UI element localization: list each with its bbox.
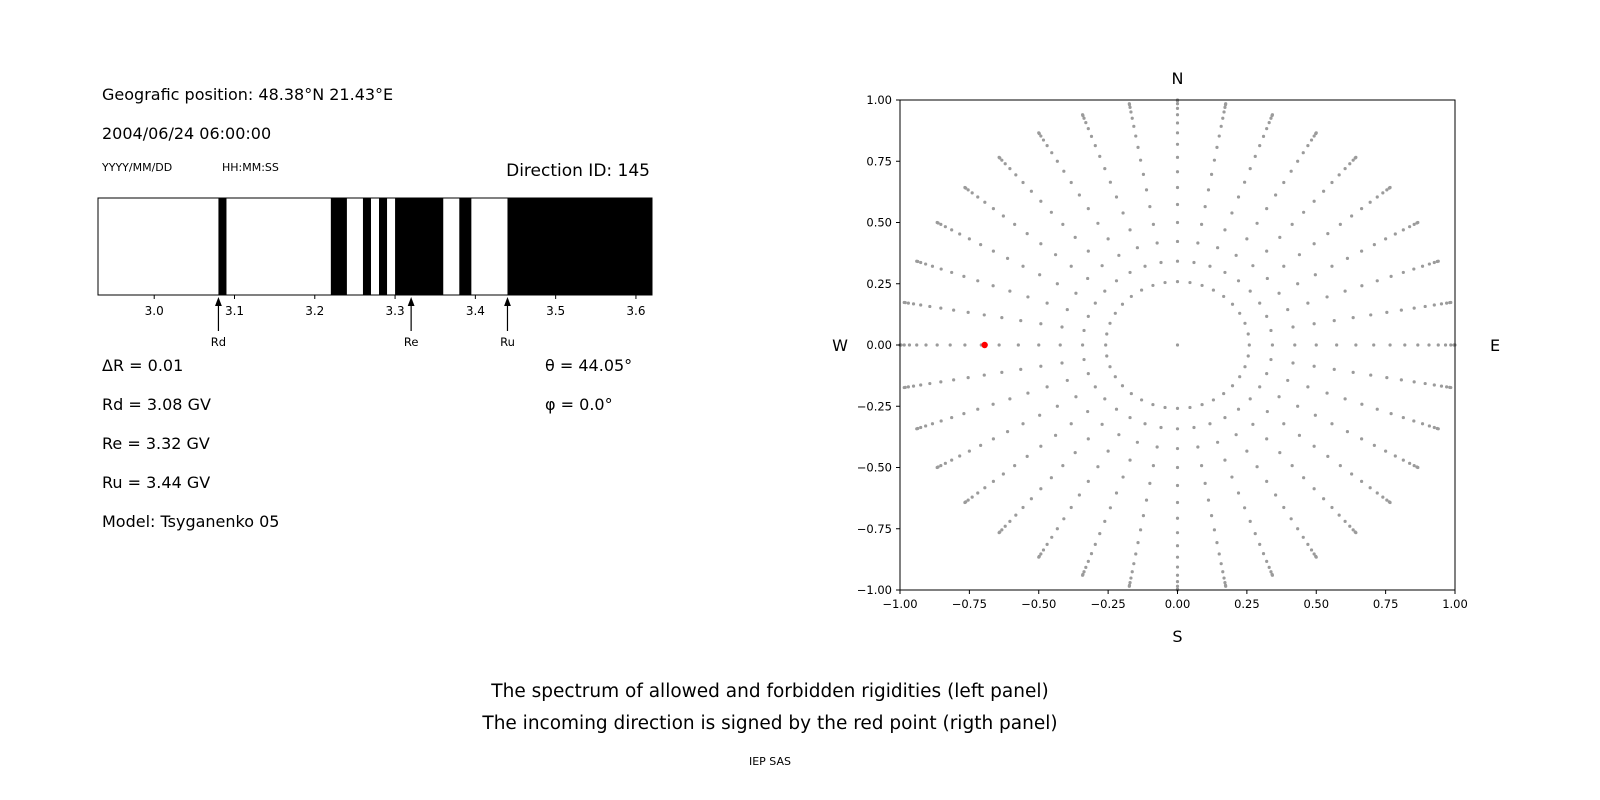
svg-text:3.5: 3.5 — [546, 304, 565, 318]
date-format-label: YYYY/MM/DD — [102, 161, 173, 174]
rd-value: Rd = 3.08 GV — [102, 395, 211, 414]
svg-text:−0.50: −0.50 — [1021, 597, 1056, 611]
svg-text:W: W — [832, 336, 848, 355]
svg-text:0.75: 0.75 — [866, 154, 892, 168]
svg-text:0.00: 0.00 — [1165, 597, 1191, 611]
svg-text:3.2: 3.2 — [305, 304, 324, 318]
svg-text:−0.25: −0.25 — [857, 399, 892, 413]
theta-value: θ = 44.05° — [545, 356, 633, 375]
svg-text:Ru: Ru — [500, 335, 515, 349]
svg-text:0.00: 0.00 — [866, 338, 892, 352]
svg-text:S: S — [1172, 627, 1182, 646]
svg-text:−0.75: −0.75 — [857, 522, 892, 536]
time-format-label: HH:MM:SS — [222, 161, 279, 174]
svg-text:−0.50: −0.50 — [857, 461, 892, 475]
phi-value: φ = 0.0° — [545, 395, 613, 414]
direction-id-label: Direction ID: 145 — [506, 161, 650, 181]
caption-line-2: The incoming direction is signed by the … — [482, 713, 1058, 734]
svg-text:3.1: 3.1 — [225, 304, 244, 318]
model-label: Model: Tsyganenko 05 — [102, 512, 280, 531]
delta-r-value: ΔR = 0.01 — [102, 356, 184, 375]
svg-text:−0.75: −0.75 — [952, 597, 987, 611]
svg-text:E: E — [1490, 336, 1500, 355]
svg-text:Re: Re — [404, 335, 419, 349]
svg-text:−1.00: −1.00 — [857, 583, 892, 597]
svg-text:3.3: 3.3 — [386, 304, 405, 318]
ru-value: Ru = 3.44 GV — [102, 473, 211, 492]
re-value: Re = 3.32 GV — [102, 434, 210, 453]
svg-text:−0.25: −0.25 — [1091, 597, 1126, 611]
svg-text:0.25: 0.25 — [1234, 597, 1260, 611]
geo-position-label: Geografic position: 48.38°N 21.43°E — [102, 85, 394, 104]
svg-text:N: N — [1172, 69, 1184, 88]
svg-text:−1.00: −1.00 — [882, 597, 917, 611]
svg-text:0.50: 0.50 — [1303, 597, 1329, 611]
svg-text:0.75: 0.75 — [1373, 597, 1399, 611]
svg-text:1.00: 1.00 — [1442, 597, 1468, 611]
svg-text:0.50: 0.50 — [866, 216, 892, 230]
svg-text:Rd: Rd — [211, 335, 226, 349]
caption-line-1: The spectrum of allowed and forbidden ri… — [491, 681, 1049, 702]
svg-text:1.00: 1.00 — [866, 93, 892, 107]
svg-text:3.0: 3.0 — [145, 304, 164, 318]
svg-text:0.25: 0.25 — [866, 277, 892, 291]
credit-label: IEP SAS — [748, 755, 792, 768]
svg-text:3.4: 3.4 — [466, 304, 485, 318]
datetime-label: 2004/06/24 06:00:00 — [102, 124, 272, 143]
rigidity-spectrum-chart: 3.0 3.1 3.2 3.3 3.4 3.5 3.6 Rd Re Ru — [97, 197, 653, 349]
svg-text:3.6: 3.6 — [626, 304, 645, 318]
incoming-direction-chart: −1.00 −0.75 −0.50 −0.25 0.00 0.25 0.50 0.75 1.00… — [832, 69, 1500, 646]
